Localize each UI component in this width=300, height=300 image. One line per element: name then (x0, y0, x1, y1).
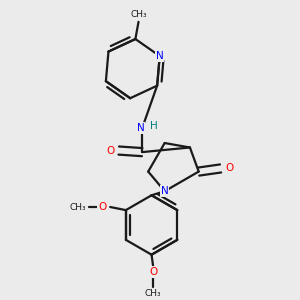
Text: O: O (107, 146, 115, 156)
Text: CH₃: CH₃ (130, 11, 147, 20)
Text: CH₃: CH₃ (70, 203, 86, 212)
Text: O: O (98, 202, 106, 212)
Text: N: N (156, 51, 164, 61)
Text: CH₃: CH₃ (145, 289, 161, 298)
Text: H: H (150, 122, 158, 131)
Text: O: O (149, 267, 157, 277)
Text: N: N (137, 123, 145, 133)
Text: O: O (225, 164, 233, 173)
Text: N: N (161, 186, 169, 196)
